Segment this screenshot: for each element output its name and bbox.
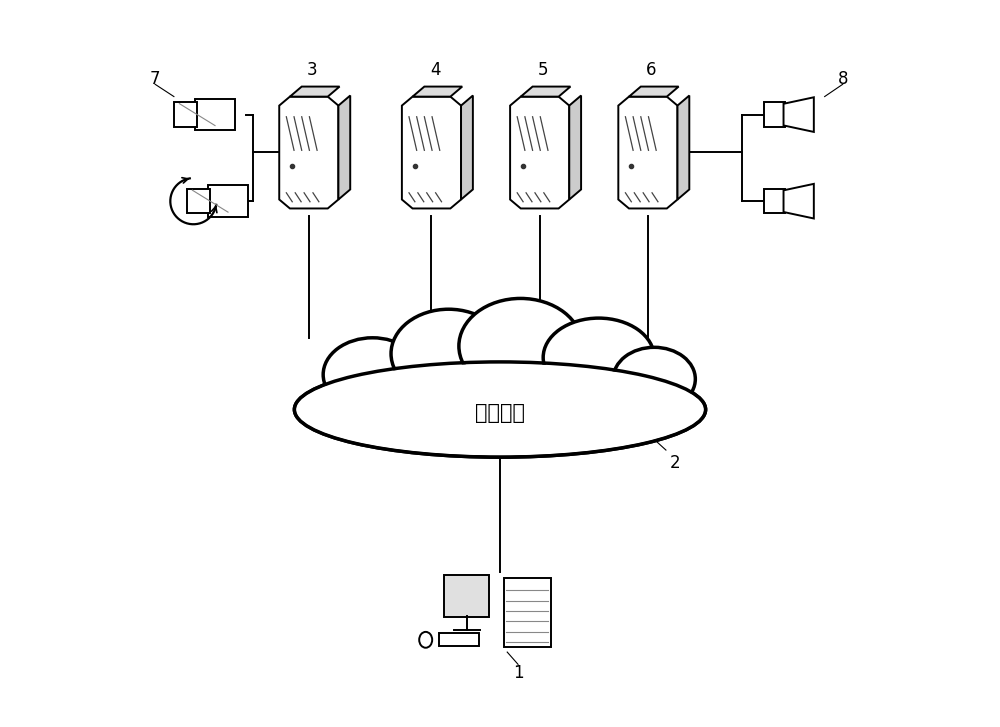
FancyBboxPatch shape — [208, 185, 248, 217]
FancyBboxPatch shape — [764, 103, 785, 127]
Polygon shape — [629, 87, 679, 97]
Polygon shape — [784, 184, 814, 219]
FancyBboxPatch shape — [439, 633, 479, 646]
Polygon shape — [402, 97, 461, 209]
FancyBboxPatch shape — [187, 189, 210, 214]
Text: 2: 2 — [670, 454, 680, 472]
Polygon shape — [677, 95, 689, 199]
Text: 6: 6 — [646, 60, 657, 79]
Text: 8: 8 — [837, 71, 848, 88]
Polygon shape — [413, 87, 462, 97]
Ellipse shape — [294, 362, 706, 457]
Polygon shape — [510, 97, 569, 209]
Text: 1: 1 — [513, 664, 523, 683]
Polygon shape — [784, 97, 814, 132]
Ellipse shape — [323, 338, 422, 411]
Polygon shape — [290, 87, 340, 97]
Text: 4: 4 — [430, 60, 440, 79]
Ellipse shape — [391, 309, 506, 398]
Text: 3: 3 — [307, 60, 318, 79]
Polygon shape — [338, 95, 350, 199]
Polygon shape — [279, 97, 338, 209]
Text: 5: 5 — [538, 60, 549, 79]
Text: 通信网络: 通信网络 — [475, 403, 525, 422]
Ellipse shape — [419, 632, 432, 648]
Ellipse shape — [459, 298, 582, 393]
Ellipse shape — [296, 364, 704, 455]
Polygon shape — [521, 87, 570, 97]
FancyBboxPatch shape — [195, 99, 235, 130]
FancyBboxPatch shape — [764, 189, 785, 214]
FancyBboxPatch shape — [444, 575, 489, 617]
Ellipse shape — [543, 318, 654, 397]
Ellipse shape — [613, 348, 695, 411]
FancyBboxPatch shape — [174, 103, 197, 127]
Text: 7: 7 — [150, 71, 160, 88]
Polygon shape — [569, 95, 581, 199]
FancyBboxPatch shape — [504, 578, 551, 647]
Polygon shape — [618, 97, 677, 209]
Polygon shape — [461, 95, 473, 199]
